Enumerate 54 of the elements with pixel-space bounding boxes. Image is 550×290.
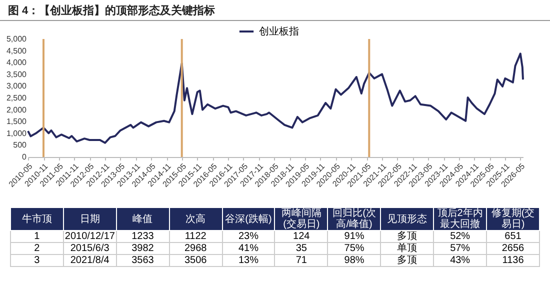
y-tick-label: 2,500	[6, 94, 28, 102]
text: 1233	[116, 230, 170, 242]
text: 52%	[434, 230, 487, 242]
text: 651	[486, 230, 540, 242]
text: 35	[274, 242, 328, 254]
text: 峰值	[116, 208, 170, 230]
text: 71	[274, 254, 328, 266]
text: 多顶	[380, 230, 434, 242]
text: 2021/8/4	[63, 254, 116, 266]
y-tick-label: 5,000	[6, 34, 28, 44]
text: 13%	[222, 254, 275, 266]
y-tick-label: 0	[22, 152, 28, 162]
y-tick-label: 1,500	[6, 117, 28, 126]
text: 回归比(次高/峰值)	[328, 208, 381, 230]
text: 3506	[169, 254, 222, 266]
y-tick-label: 1,000	[6, 128, 28, 138]
text: 3	[10, 254, 64, 266]
text: 2656	[486, 242, 540, 254]
text: 两峰间隔(交易日)	[274, 208, 328, 230]
text: 124	[274, 230, 328, 242]
text: 2	[10, 242, 64, 254]
legend-label: 创业板指	[259, 26, 299, 38]
text: 1122	[169, 230, 222, 242]
text: 顶后2年内最大回撤	[434, 208, 487, 230]
text: 单顶	[380, 242, 434, 254]
text: 日期	[63, 208, 116, 230]
line-series	[27, 52, 524, 144]
text: 谷深(跌幅)	[222, 208, 275, 230]
text: 43%	[434, 254, 487, 266]
y-tick-label: 500	[13, 140, 28, 150]
y-tick-label: 4,000	[6, 58, 28, 68]
y-tick-label: 4,500	[6, 46, 28, 56]
text: 91%	[328, 230, 381, 242]
text: 多顶	[380, 254, 434, 266]
text: 75%	[328, 242, 381, 254]
text: 41%	[222, 242, 275, 254]
chart-title: 图 4：【创业板指】的顶部形态及关键指标	[0, 0, 550, 21]
text: 23%	[222, 230, 275, 242]
text: 2015/6/3	[63, 242, 116, 254]
text: 次高	[169, 208, 222, 230]
text: 3982	[116, 242, 170, 254]
text: 2010/12/17	[63, 230, 116, 242]
text: 98%	[328, 254, 381, 266]
y-tick-label: 2,000	[6, 105, 28, 114]
y-tick-label: 3,500	[6, 70, 28, 79]
text: 见顶形态	[380, 208, 434, 230]
text: 修复期(交易日)	[486, 208, 540, 230]
text: 57%	[434, 242, 487, 254]
y-tick-label: 3,000	[6, 82, 28, 91]
text: 1136	[486, 254, 540, 266]
text: 2968	[169, 242, 222, 254]
text: 牛市顶	[10, 208, 64, 230]
text: 3563	[116, 254, 170, 266]
text: 1	[10, 230, 64, 242]
